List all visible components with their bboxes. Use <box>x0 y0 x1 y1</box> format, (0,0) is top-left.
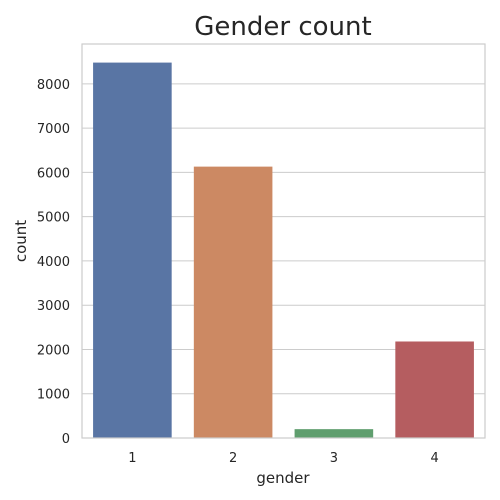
bars-group <box>93 62 474 439</box>
y-axis-ticks: 0 1000 2000 3000 4000 5000 6000 7000 8000 <box>37 78 70 447</box>
x-axis-label: gender <box>256 469 310 487</box>
y-tick-label: 8000 <box>37 78 70 93</box>
y-tick-label: 0 <box>62 432 70 447</box>
bar-gender-1 <box>93 62 172 438</box>
y-tick-label: 1000 <box>37 388 70 403</box>
y-axis-label: count <box>12 220 30 262</box>
y-tick-label: 7000 <box>37 122 70 137</box>
x-axis-ticks: 1 2 3 4 <box>128 451 439 466</box>
bar-gender-3 <box>294 429 374 438</box>
bar-gender-4 <box>395 341 474 438</box>
bar-gender-2 <box>193 166 273 439</box>
plot-frame <box>81 43 486 439</box>
y-tick-label: 3000 <box>37 299 70 314</box>
x-tick-label: 3 <box>330 451 338 466</box>
x-tick-label: 2 <box>229 451 237 466</box>
y-tick-label: 6000 <box>37 166 70 181</box>
x-tick-label: 4 <box>430 451 438 466</box>
y-tick-label: 5000 <box>37 211 70 226</box>
y-tick-label: 4000 <box>37 255 70 270</box>
chart-title: Gender count <box>194 12 371 42</box>
y-tick-label: 2000 <box>37 343 70 358</box>
x-tick-label: 1 <box>128 451 136 466</box>
